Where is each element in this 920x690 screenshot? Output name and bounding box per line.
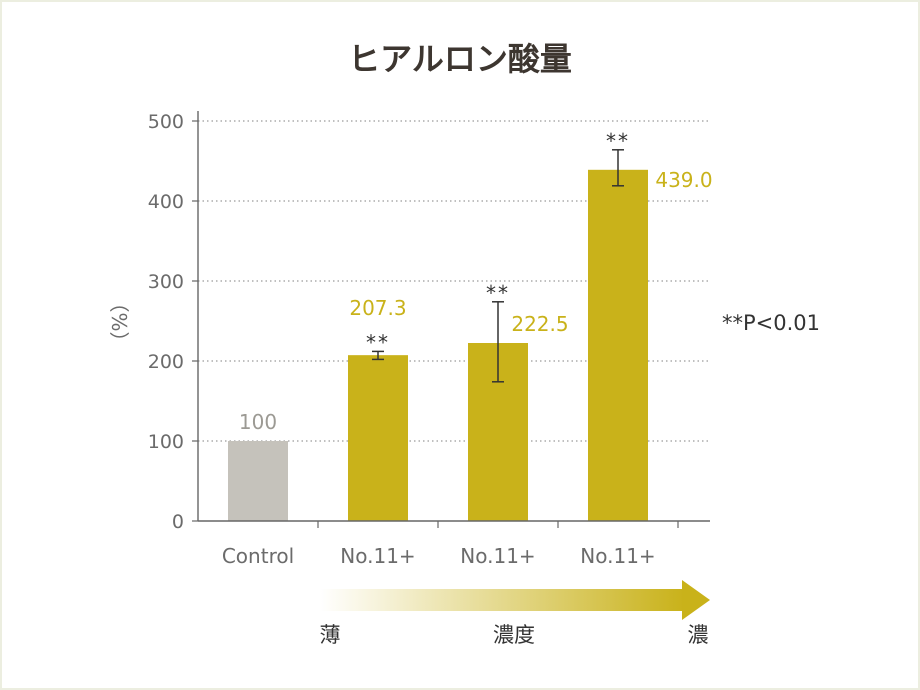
- y-tick-label: 300: [148, 271, 184, 293]
- axes-group: [192, 111, 710, 528]
- x-category-label: No.11+: [460, 544, 535, 568]
- bars-group: [228, 149, 648, 522]
- data-value-label: 207.3: [349, 296, 406, 320]
- bar: [348, 355, 408, 521]
- arrow-head: [682, 580, 710, 620]
- data-value-label: 100: [239, 410, 277, 434]
- x-category-label: No.11+: [580, 544, 655, 568]
- x-category-label: Control: [222, 544, 294, 568]
- arrow-right-label: 濃: [688, 623, 709, 647]
- significance-marker: **: [366, 330, 390, 354]
- y-tick-label: 500: [148, 111, 184, 133]
- y-tick-label: 400: [148, 191, 184, 213]
- significance-marker: **: [486, 281, 510, 305]
- labels-group: 0 100 200 300 400 500 Control 100 No.11+ ** 207.3 N…: [148, 111, 713, 568]
- data-value-label: 439.0: [655, 168, 712, 192]
- y-axis-label: （%）: [107, 292, 131, 351]
- concentration-arrow: [320, 580, 710, 620]
- y-tick-label: 200: [148, 351, 184, 373]
- bar: [228, 441, 288, 521]
- chart-title: ヒアルロン酸量: [348, 40, 572, 78]
- bar: [588, 169, 648, 522]
- data-value-label: 222.5: [511, 312, 568, 336]
- arrow-center-label: 濃度: [493, 623, 535, 647]
- arrow-shaft: [320, 589, 684, 611]
- arrow-left-label: 薄: [320, 623, 341, 647]
- significance-note: **P<0.01: [722, 311, 820, 335]
- x-category-label: No.11+: [340, 544, 415, 568]
- y-tick-label: 100: [148, 431, 184, 453]
- significance-marker: **: [606, 129, 630, 153]
- y-tick-label: 0: [172, 511, 184, 533]
